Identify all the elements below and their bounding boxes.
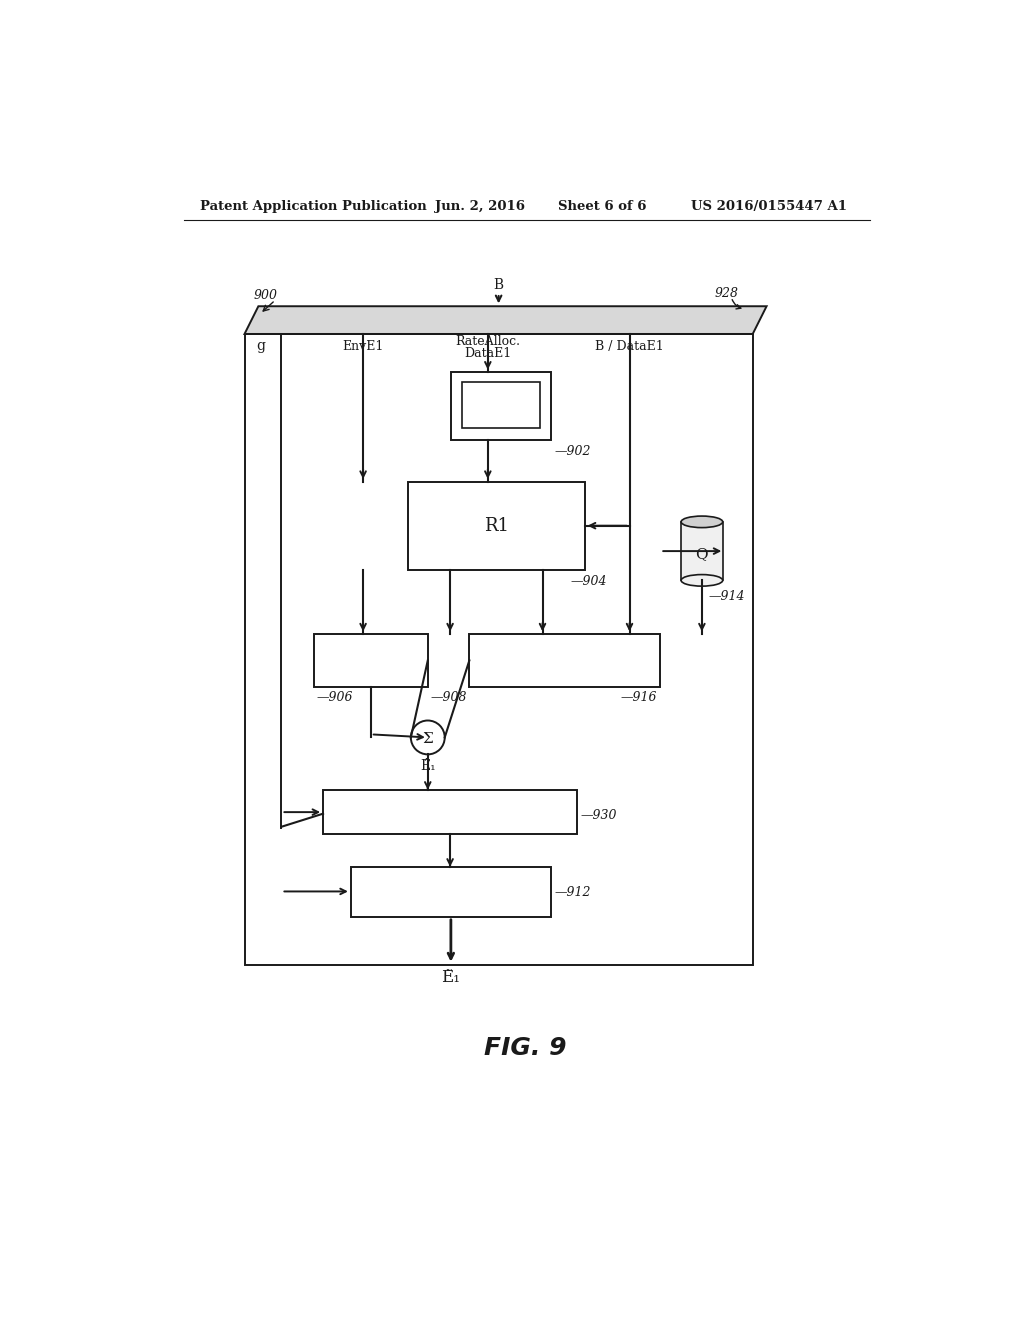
Text: —916: —916 <box>621 692 657 705</box>
Text: RateAlloc.: RateAlloc. <box>456 335 520 348</box>
Bar <box>451 372 551 441</box>
Text: 900: 900 <box>254 289 278 302</box>
Text: Patent Application Publication: Patent Application Publication <box>200 199 427 213</box>
Text: EnvE1: EnvE1 <box>342 339 384 352</box>
Text: B / DataE1: B / DataE1 <box>595 339 664 352</box>
Text: —906: —906 <box>316 692 353 705</box>
Bar <box>681 521 723 581</box>
Text: —904: —904 <box>571 576 607 587</box>
Bar <box>245 334 753 965</box>
Text: Q: Q <box>695 548 709 561</box>
Bar <box>351 867 551 917</box>
Bar <box>469 635 660 686</box>
Text: —912: —912 <box>554 887 591 899</box>
Bar <box>323 789 578 834</box>
Bar <box>313 635 428 686</box>
Text: DataE1: DataE1 <box>464 347 511 360</box>
Text: g: g <box>256 339 265 354</box>
Bar <box>408 482 585 570</box>
Text: B: B <box>494 279 504 293</box>
Bar <box>462 381 541 428</box>
Text: Ẽ₁: Ẽ₁ <box>441 969 461 986</box>
Text: —930: —930 <box>581 809 616 822</box>
Text: R1: R1 <box>483 517 509 535</box>
Text: Ê₁: Ê₁ <box>420 759 435 774</box>
Circle shape <box>411 721 444 755</box>
Text: Σ: Σ <box>423 733 433 746</box>
Text: 928: 928 <box>714 288 738 301</box>
Text: US 2016/0155447 A1: US 2016/0155447 A1 <box>691 199 847 213</box>
Ellipse shape <box>681 574 723 586</box>
Text: —914: —914 <box>708 590 744 603</box>
Text: —902: —902 <box>554 445 591 458</box>
Polygon shape <box>245 306 767 334</box>
Ellipse shape <box>681 516 723 528</box>
Text: Jun. 2, 2016: Jun. 2, 2016 <box>435 199 524 213</box>
Text: Sheet 6 of 6: Sheet 6 of 6 <box>558 199 646 213</box>
Text: FIG. 9: FIG. 9 <box>483 1036 566 1060</box>
Text: —908: —908 <box>431 692 467 705</box>
